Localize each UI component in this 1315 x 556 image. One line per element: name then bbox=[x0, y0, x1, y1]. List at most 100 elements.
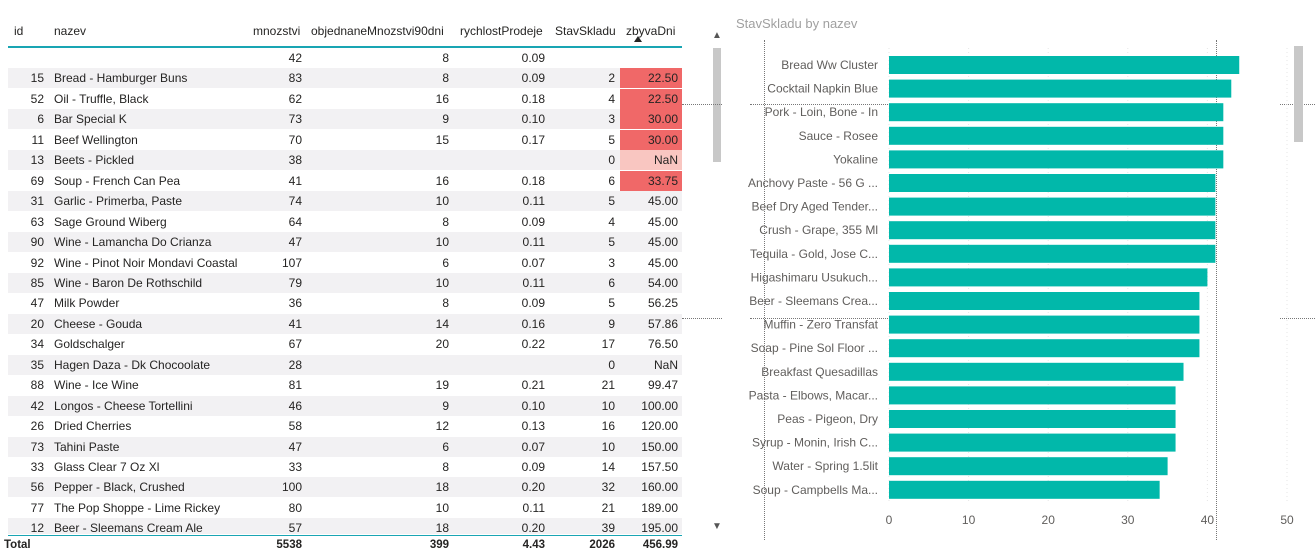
cell-rychlost: 0.09 bbox=[521, 214, 545, 229]
category-label[interactable]: Sauce - Rosee bbox=[799, 129, 879, 143]
cell-stav: 32 bbox=[601, 480, 615, 495]
table-scrollbar-thumb[interactable] bbox=[713, 48, 721, 162]
bar[interactable] bbox=[889, 79, 1232, 98]
table-row[interactable]: 69 Soup - French Can Pea 41 16 0.18 6 33.75 bbox=[8, 170, 682, 191]
bar[interactable] bbox=[889, 410, 1176, 428]
bar[interactable] bbox=[889, 244, 1216, 263]
x-tick-label: 10 bbox=[962, 513, 976, 527]
column-header-mnozstvi[interactable]: mnozstvi bbox=[253, 24, 301, 38]
table-row[interactable]: 42 Longos - Cheese Tortellini 46 9 0.10 10 100… bbox=[8, 395, 682, 416]
category-label[interactable]: Beef Dry Aged Tender... bbox=[751, 200, 878, 214]
cell-mnozstvi: 70 bbox=[288, 132, 302, 147]
cell-objednane: 14 bbox=[435, 316, 449, 331]
bar[interactable] bbox=[889, 103, 1224, 122]
category-label[interactable]: Muffin - Zero Transfat bbox=[764, 318, 879, 332]
cell-id: 88 bbox=[30, 378, 44, 393]
category-label[interactable]: Pasta - Elbows, Macar... bbox=[749, 388, 878, 402]
bar[interactable] bbox=[889, 339, 1200, 358]
column-header-nazev[interactable]: nazev bbox=[54, 24, 87, 38]
category-label[interactable]: Soup - Campbells Ma... bbox=[753, 483, 878, 497]
table-row[interactable]: 42 8 0.09 bbox=[8, 48, 682, 68]
table-row[interactable]: 34 Goldschalger 67 20 0.22 17 76.50 bbox=[8, 334, 682, 354]
table-row[interactable]: 77 The Pop Shoppe - Lime Rickey 80 10 0.11 21… bbox=[8, 498, 682, 518]
table-row[interactable]: 12 Beer - Sleemans Cream Ale 57 18 0.20 39 195… bbox=[8, 518, 682, 534]
table-row[interactable]: 13 Beets - Pickled 38 0 NaN bbox=[8, 150, 682, 171]
table-row[interactable]: 88 Wine - Ice Wine 81 19 0.21 21 99.47 bbox=[8, 375, 682, 395]
bar[interactable] bbox=[889, 362, 1184, 381]
column-header-zbyva[interactable]: zbyvaDni bbox=[626, 24, 676, 38]
bar-chart-visual[interactable]: StavSkladu by nazev 0 10 20 30 40 50 Bread Ww … bbox=[728, 0, 1315, 555]
table-row[interactable]: 6 Bar Special K 73 9 0.10 3 30.00 bbox=[8, 109, 682, 130]
category-label[interactable]: Water - Spring 1.5lit bbox=[772, 459, 878, 473]
bar[interactable] bbox=[889, 480, 1160, 499]
cell-zbyva: 56.25 bbox=[647, 296, 678, 311]
table-row[interactable]: 20 Cheese - Gouda 41 14 0.16 9 57.86 bbox=[8, 313, 682, 334]
table-row[interactable]: 33 Glass Clear 7 Oz Xl 33 8 0.09 14 157.50 bbox=[8, 457, 682, 477]
cell-stav: 10 bbox=[601, 439, 615, 454]
table-row[interactable]: 26 Dried Cherries 58 12 0.13 16 120.00 bbox=[8, 416, 682, 436]
table-total-row: Total 5538 399 4.43 2026 456.99 bbox=[4, 535, 682, 556]
table-row[interactable]: 63 Sage Ground Wiberg 64 8 0.09 4 45.00 bbox=[8, 212, 682, 232]
chart-scrollbar-thumb[interactable] bbox=[1294, 46, 1303, 142]
cell-id: 11 bbox=[31, 132, 44, 147]
category-label[interactable]: Peas - Pigeon, Dry bbox=[777, 412, 878, 426]
table-row[interactable]: 85 Wine - Baron De Rothschild 79 10 0.11 6 54.… bbox=[8, 272, 682, 293]
cell-nazev: Milk Powder bbox=[54, 296, 120, 311]
bar[interactable] bbox=[889, 221, 1216, 240]
table-row[interactable]: 52 Oil - Truffle, Black 62 16 0.18 4 22.50 bbox=[8, 88, 682, 109]
table-visual[interactable]: id nazev mnozstvi objednaneMnozstvi90dni… bbox=[0, 0, 722, 556]
cell-zbyva: NaN bbox=[620, 150, 682, 171]
cell-mnozstvi: 79 bbox=[288, 275, 302, 290]
bar[interactable] bbox=[889, 150, 1224, 169]
bar[interactable] bbox=[889, 386, 1176, 405]
column-header-rychlost[interactable]: rychlostProdeje bbox=[460, 24, 543, 38]
table-row[interactable]: 15 Bread - Hamburger Buns 83 8 0.09 2 22.50 bbox=[8, 68, 682, 89]
category-label[interactable]: Cocktail Napkin Blue bbox=[767, 82, 878, 96]
bar[interactable] bbox=[889, 197, 1216, 216]
category-label[interactable]: Yokaline bbox=[833, 152, 878, 166]
table-row[interactable]: 11 Beef Wellington 70 15 0.17 5 30.00 bbox=[8, 129, 682, 150]
cell-rychlost: 0.09 bbox=[521, 460, 545, 474]
table-row[interactable]: 73 Tahini Paste 47 6 0.07 10 150.00 bbox=[8, 436, 682, 457]
table-row[interactable]: 35 Hagen Daza - Dk Chocoolate 28 0 NaN bbox=[8, 354, 682, 375]
cell-nazev: Beer - Sleemans Cream Ale bbox=[54, 521, 203, 534]
cell-zbyva: 195.00 bbox=[641, 521, 678, 534]
cell-objednane: 8 bbox=[442, 51, 449, 65]
category-label[interactable]: Crush - Grape, 355 Ml bbox=[759, 223, 878, 237]
table-row[interactable]: 47 Milk Powder 36 8 0.09 5 56.25 bbox=[8, 293, 682, 313]
cell-mnozstvi: 38 bbox=[288, 153, 302, 168]
cell-zbyva bbox=[620, 48, 682, 68]
category-label[interactable]: Pork - Loin, Bone - In bbox=[765, 105, 878, 119]
bar[interactable] bbox=[889, 174, 1216, 192]
x-tick-label: 50 bbox=[1280, 513, 1294, 527]
category-label[interactable]: Anchovy Paste - 56 G ... bbox=[748, 176, 878, 190]
scroll-up-icon[interactable]: ▲ bbox=[712, 30, 722, 41]
cell-mnozstvi: 36 bbox=[288, 296, 302, 311]
table-row[interactable]: 31 Garlic - Primerba, Paste 74 10 0.11 5 45.00 bbox=[8, 191, 682, 212]
category-label[interactable]: Soap - Pine Sol Floor ... bbox=[751, 341, 878, 355]
selection-guide bbox=[1216, 40, 1217, 540]
column-header-stav[interactable]: StavSkladu bbox=[555, 24, 616, 38]
category-label[interactable]: Breakfast Quesadillas bbox=[761, 365, 878, 379]
bar[interactable] bbox=[889, 126, 1224, 145]
column-header-id[interactable]: id bbox=[14, 24, 24, 38]
category-label[interactable]: Bread Ww Cluster bbox=[781, 58, 878, 72]
category-label[interactable]: Beer - Sleemans Crea... bbox=[749, 294, 878, 308]
scroll-down-icon[interactable]: ▼ bbox=[712, 521, 722, 532]
table-row[interactable]: 56 Pepper - Black, Crushed 100 18 0.20 32 160.… bbox=[8, 477, 682, 498]
bar[interactable] bbox=[889, 315, 1200, 334]
table-row[interactable]: 90 Wine - Lamancha Do Crianza 47 10 0.11 5 45.… bbox=[8, 232, 682, 253]
category-label[interactable]: Syrup - Monin, Irish C... bbox=[752, 436, 878, 450]
bar[interactable] bbox=[889, 457, 1168, 476]
column-header-objednane[interactable]: objednaneMnozstvi90dni bbox=[311, 24, 444, 38]
bar[interactable] bbox=[889, 268, 1208, 287]
table-row[interactable]: 92 Wine - Pinot Noir Mondavi Coastal 107 6 0… bbox=[8, 253, 682, 273]
bar[interactable] bbox=[889, 433, 1176, 452]
category-label[interactable]: Higashimaru Usukuch... bbox=[751, 270, 878, 284]
cell-zbyva: 45.00 bbox=[647, 255, 678, 270]
category-label[interactable]: Tequila - Gold, Jose C... bbox=[750, 247, 878, 261]
bar[interactable] bbox=[889, 56, 1240, 74]
sort-ascending-icon[interactable] bbox=[634, 36, 642, 42]
bar[interactable] bbox=[889, 292, 1200, 310]
cell-stav: 0 bbox=[608, 153, 615, 168]
